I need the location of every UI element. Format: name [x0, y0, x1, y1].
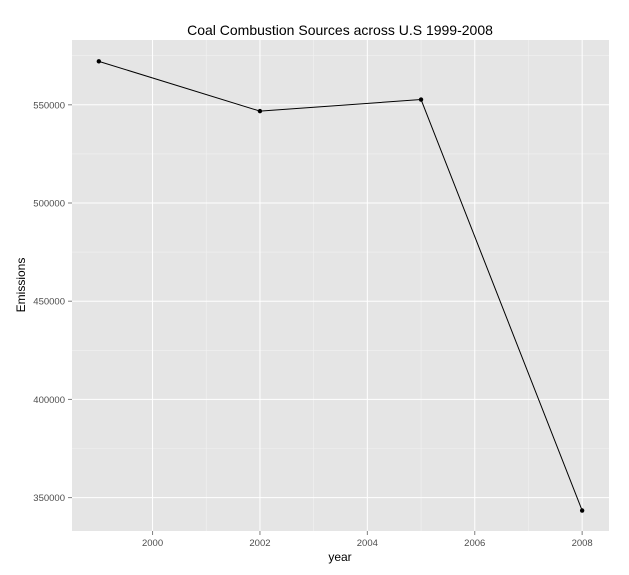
x-tick-label: 2006	[464, 538, 485, 549]
y-tick-label: 550000	[33, 100, 65, 111]
data-point	[96, 59, 102, 64]
data-point	[418, 97, 424, 102]
x-tick-label: 2002	[249, 538, 270, 549]
y-tick-label: 400000	[33, 395, 65, 406]
plot-panel	[72, 40, 609, 531]
x-tick-label: 2004	[357, 538, 378, 549]
data-point	[257, 108, 263, 114]
data-point	[579, 508, 585, 513]
x-axis-title: year	[328, 550, 351, 564]
x-tick-label: 2000	[142, 538, 163, 549]
y-axis-title: Emissions	[14, 258, 28, 313]
y-tick-label: 500000	[33, 199, 65, 210]
y-tick-label: 350000	[33, 493, 65, 504]
y-tick-label: 450000	[33, 297, 65, 308]
x-tick-label: 2008	[572, 538, 593, 549]
minor-gridlines	[72, 40, 609, 531]
series-line	[98, 60, 583, 511]
emissions-series	[96, 59, 585, 513]
chart-title: Coal Combustion Sources across U.S 1999-…	[187, 22, 493, 38]
y-axis: 350000 400000 450000 500000 550000	[33, 100, 72, 504]
x-axis: 2000 2002 2004 2006 2008	[142, 531, 593, 549]
major-gridlines	[72, 40, 609, 531]
